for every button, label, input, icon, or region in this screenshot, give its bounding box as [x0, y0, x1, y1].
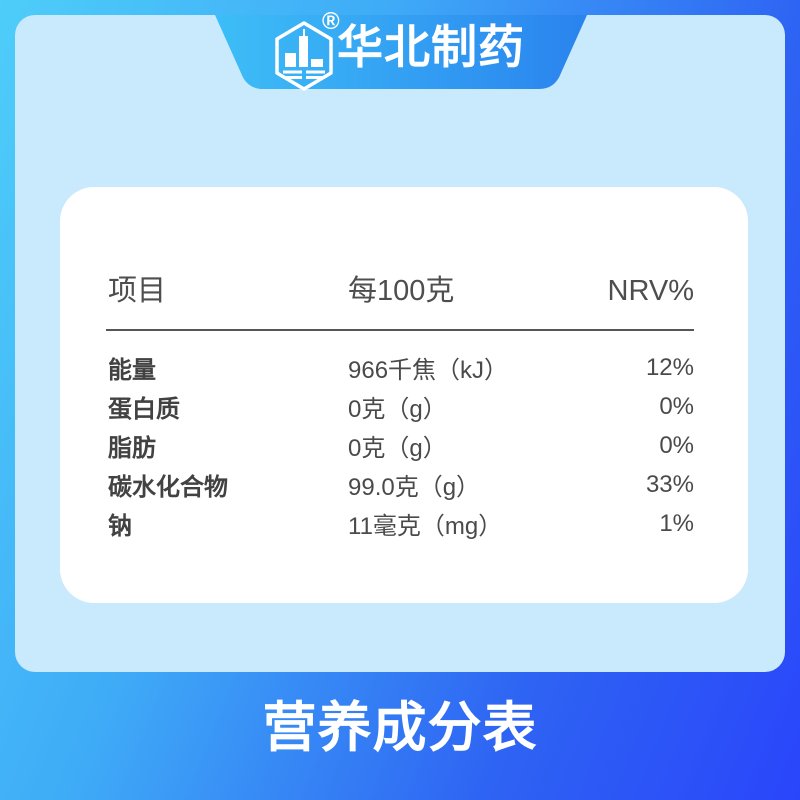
table-header-item: 项目 — [108, 275, 167, 307]
table-header-nrv: NRV% — [607, 275, 695, 307]
table-row-energy: 能量 966千焦（kJ） 12% — [60, 348, 748, 387]
row-nrv: 1% — [659, 509, 694, 537]
table-body: 能量 966千焦（kJ） 12% 蛋白质 0克（g） 0% 脂肪 0克（g） 0… — [60, 348, 748, 543]
row-value: 0克（g） — [348, 435, 447, 462]
row-nrv: 12% — [645, 353, 694, 381]
row-label: 碳水化合物 — [108, 474, 228, 501]
brand-name: 华北制药 — [337, 21, 525, 73]
table-row-fat: 脂肪 0克（g） 0% — [60, 426, 748, 465]
hexagon-building-logo-icon — [275, 21, 333, 91]
row-label: 蛋白质 — [108, 396, 180, 423]
table-row-protein: 蛋白质 0克（g） 0% — [60, 387, 748, 426]
table-header-row: 项目 每100克 NRV% — [60, 274, 748, 308]
registered-trademark: ® — [322, 8, 340, 35]
row-label: 脂肪 — [108, 435, 156, 462]
row-value: 99.0克（g） — [348, 474, 481, 501]
row-nrv: 0% — [659, 392, 694, 420]
row-nrv: 33% — [645, 470, 694, 498]
table-header-per-100g: 每100克 — [348, 275, 455, 307]
row-value: 0克（g） — [348, 396, 447, 423]
row-label: 钠 — [108, 513, 132, 540]
table-row-carbohydrate: 碳水化合物 99.0克（g） 33% — [60, 465, 748, 504]
row-value: 11毫克（mg） — [348, 513, 503, 540]
table-row-sodium: 钠 11毫克（mg） 1% — [60, 504, 748, 543]
row-value: 966千焦（kJ） — [348, 357, 509, 384]
nutrition-table-title: 营养成分表 — [262, 698, 538, 758]
header-divider — [106, 329, 694, 331]
nutrition-facts-card: 项目 每100克 NRV% 能量 966千焦（kJ） 12% 蛋白质 0克（g）… — [60, 187, 748, 603]
row-nrv: 0% — [659, 431, 694, 459]
row-label: 能量 — [108, 357, 156, 384]
